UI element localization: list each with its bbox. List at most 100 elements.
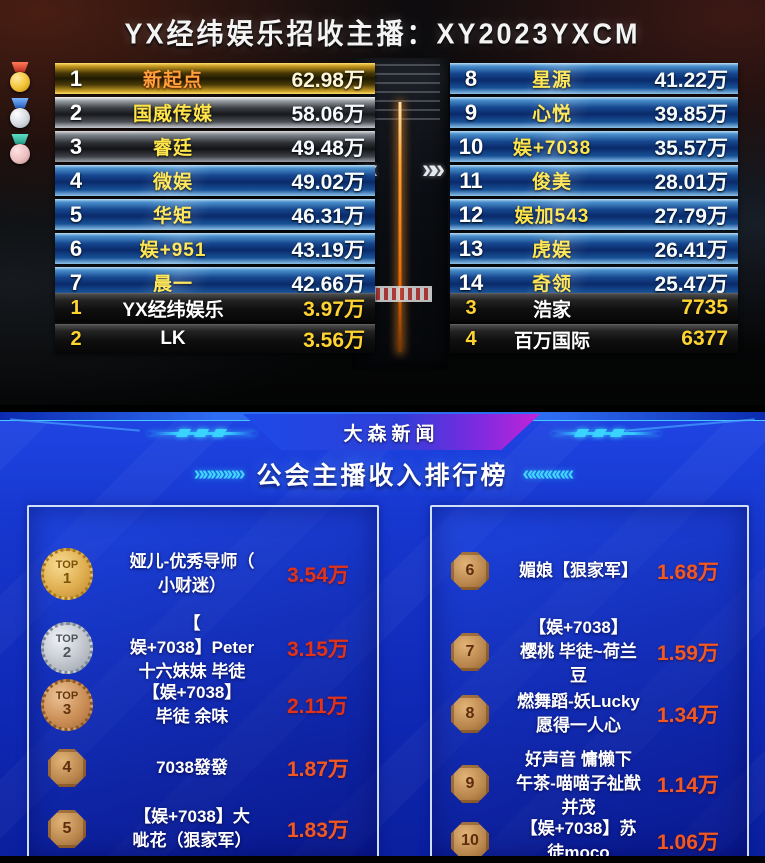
gold-medal-icon (8, 62, 32, 92)
rank-number: 11 (459, 167, 483, 193)
revenue-value: 26.41万 (654, 238, 728, 262)
income-value: 1.68万 (657, 561, 719, 584)
table-row: 3 浩家 7735 (450, 293, 738, 322)
table-row: 12 娱加543 27.79万 (450, 199, 738, 230)
revenue-value: 62.98万 (291, 68, 365, 92)
hud-dash-decoration (193, 429, 210, 437)
rank-number: 2 (69, 99, 83, 125)
rank-number: 7 (69, 269, 83, 295)
table-row: 9 心悦 39.85万 (450, 97, 738, 128)
list-item: 5 【娱+7038】大 呲花（狠家军） 1.83万 (37, 799, 371, 856)
rank-number: 13 (458, 235, 484, 261)
agency-name: LK (160, 328, 186, 349)
table-row: 4 微娱 49.02万 (55, 165, 375, 196)
rank-number: 4 (465, 327, 477, 350)
revenue-value: 58.06万 (291, 102, 365, 126)
rank-number: 4 (69, 167, 83, 193)
income-value: 1.87万 (287, 758, 349, 781)
bronze-medal-icon (8, 134, 32, 164)
revenue-value: 3.56万 (303, 329, 365, 352)
agency-name: 浩家 (532, 299, 571, 321)
silver-medal-icon (8, 98, 32, 128)
income-value: 1.06万 (657, 831, 719, 854)
table-row: 13 虎娱 26.41万 (450, 233, 738, 264)
hud-dash-decoration (609, 429, 626, 437)
table-row: 1 YX经纬娱乐 3.97万 (55, 293, 375, 322)
income-value: 1.59万 (657, 642, 719, 665)
income-value: 1.14万 (657, 774, 719, 797)
rank-badge-icon: 7 (451, 633, 489, 671)
ranking-panel-right: 6 媚娘【狠家军】 1.68万 7 【娱+7038】 樱桃 毕徒~荷兰 豆 1.… (430, 505, 749, 856)
revenue-value: 7735 (681, 296, 728, 319)
rank-badge-icon: 6 (451, 552, 489, 590)
agency-name: 娱加543 (514, 206, 590, 227)
hud-wing-decoration (552, 432, 660, 435)
agency-name: 国威传媒 (132, 104, 213, 125)
table-row: 4 百万国际 6377 (450, 324, 738, 353)
recruit-leaderboard-panel: YX经纬娱乐招收主播：XY2023YXCM «« »» 1 新起点 62.98万… (0, 0, 765, 405)
list-item: TOP 2 【 娱+7038】Peter 十六妹妹 毕徒 3.15万 (37, 607, 371, 689)
rank-number: 8 (464, 65, 478, 91)
revenue-value: 27.79万 (654, 204, 728, 228)
income-value: 1.34万 (657, 704, 719, 727)
rank-number: 2 (70, 327, 82, 350)
table-row: 3 睿廷 49.48万 (55, 131, 375, 162)
revenue-value: 35.57万 (654, 136, 728, 160)
hud-dash-decoration (591, 429, 608, 437)
agency-name: 俊美 (531, 172, 572, 193)
anchor-name: 【娱+7038】苏 徒moco (520, 818, 637, 856)
revenue-value: 46.31万 (291, 204, 365, 228)
revenue-value: 49.02万 (291, 170, 365, 194)
agency-name: 新起点 (142, 70, 203, 91)
ranking-panel-left: TOP 1 娅儿-优秀导师（ 小财迷） 3.54万 TOP 2 【 娱+7038… (27, 505, 379, 856)
section-title: 公会主播收入排行榜 (256, 462, 509, 490)
income-value: 3.15万 (287, 638, 349, 661)
anchor-name: 【 娱+7038】Peter 十六妹妹 毕徒 (129, 613, 255, 682)
rank-number: 12 (458, 201, 484, 227)
hazard-stripe-decoration (368, 286, 432, 302)
hud-dash-decoration (175, 429, 192, 437)
anchor-name: 7038發發 (156, 757, 228, 777)
chevrons-left-icon: «««««« (522, 462, 575, 485)
table-row: 10 娱+7038 35.57万 (450, 131, 738, 162)
table-row: 14 奇领 25.47万 (450, 267, 738, 298)
news-banner: 大森新闻 (243, 414, 540, 450)
section-title-row: »»»»»» 公会主播收入排行榜 «««««« (0, 456, 765, 492)
table-row: 6 娱+951 43.19万 (55, 233, 375, 264)
rank-number: 14 (458, 269, 484, 295)
rank-number: 10 (458, 133, 484, 159)
agency-name: 心悦 (531, 104, 572, 125)
table-row: 7 晨一 42.66万 (55, 267, 375, 298)
agency-name: 奇领 (531, 274, 572, 295)
agency-name: 虎娱 (531, 240, 572, 261)
top2-medal-icon: TOP 2 (41, 622, 93, 674)
revenue-value: 41.22万 (654, 68, 728, 92)
right-chevrons-icon: »» (421, 154, 445, 184)
income-value: 3.54万 (287, 564, 349, 587)
hud-dash-decoration (211, 429, 228, 437)
orange-glow-line (398, 102, 402, 352)
income-value: 1.83万 (287, 819, 349, 842)
rank-badge-icon: 8 (451, 695, 489, 733)
revenue-value: 49.48万 (291, 136, 365, 160)
top-board-title: YX经纬娱乐招收主播：XY2023YXCM (124, 18, 641, 50)
income-ranking-panel: 大森新闻 »»»»»» 公会主播收入排行榜 «««««« TOP 1 娅儿-优秀… (0, 412, 765, 856)
agency-name: 星源 (531, 70, 572, 91)
rank-badge-icon: 10 (451, 822, 489, 856)
rank-badge-icon: 5 (48, 810, 86, 848)
anchor-name: 【娱+7038】 樱桃 毕徒~荷兰 豆 (520, 617, 637, 686)
anchor-name: 【娱+7038】 毕徒 余味 (142, 682, 242, 726)
agency-name: 娱+951 (139, 240, 207, 261)
table-row: 8 星源 41.22万 (450, 63, 738, 94)
anchor-name: 娅儿-优秀导师（ 小财迷） (129, 551, 255, 595)
list-item: 4 7038發發 1.87万 (37, 743, 371, 793)
agency-name: 娱+7038 (512, 138, 592, 159)
top3-medal-icon: TOP 3 (41, 679, 93, 731)
rank-number: 9 (464, 99, 478, 125)
revenue-value: 43.19万 (291, 238, 365, 262)
revenue-value: 39.85万 (654, 102, 728, 126)
rank-number: 1 (70, 296, 82, 319)
list-item: TOP 1 娅儿-优秀导师（ 小财迷） 3.54万 (37, 535, 371, 613)
list-item: 6 媚娘【狠家军】 1.68万 (440, 543, 741, 599)
table-row: 1 新起点 62.98万 (55, 63, 375, 94)
